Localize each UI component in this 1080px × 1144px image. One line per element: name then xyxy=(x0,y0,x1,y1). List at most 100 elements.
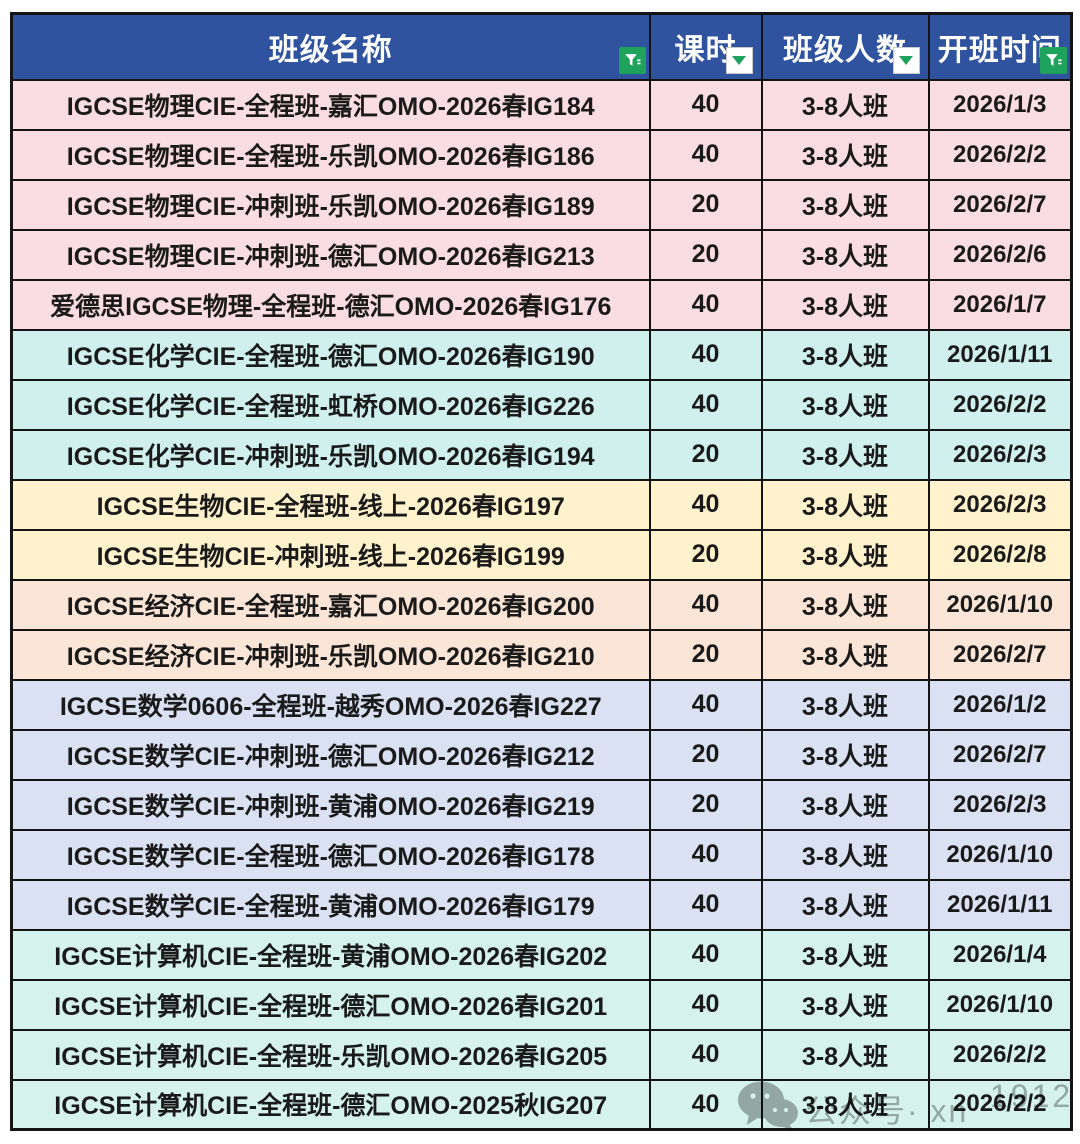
class-name-cell: IGCSE生物CIE-全程班-线上-2026春IG197 xyxy=(10,478,651,531)
table-row[interactable]: IGCSE化学CIE-全程班-德汇OMO-2026春IG190 40 3-8人班… xyxy=(10,328,1073,381)
class-size-cell: 3-8人班 xyxy=(760,578,930,631)
class-name-cell: IGCSE计算机CIE-全程班-黄浦OMO-2026春IG202 xyxy=(10,928,651,981)
hours-cell: 20 xyxy=(648,178,763,231)
class-name-cell: IGCSE计算机CIE-全程班-德汇OMO-2026春IG201 xyxy=(10,978,651,1031)
class-name-filter-button[interactable] xyxy=(618,46,646,74)
hours-cell: 40 xyxy=(648,828,763,881)
table-row[interactable]: IGCSE数学CIE-全程班-德汇OMO-2026春IG178 40 3-8人班… xyxy=(10,828,1073,881)
table-row[interactable]: IGCSE数学CIE-全程班-黄浦OMO-2026春IG179 40 3-8人班… xyxy=(10,878,1073,931)
hours-cell: 40 xyxy=(648,578,763,631)
hours-cell: 40 xyxy=(648,78,763,131)
header-start-date: 开班时间 xyxy=(927,12,1073,81)
table-header: 班级名称 课时 班级人数 xyxy=(10,12,1073,81)
table-row[interactable]: IGCSE计算机CIE-全程班-德汇OMO-2025秋IG207 40 3-8人… xyxy=(10,1078,1073,1131)
start-date-cell: 2026/2/2 xyxy=(927,1028,1073,1081)
hours-cell: 40 xyxy=(648,1028,763,1081)
class-name-cell: IGCSE化学CIE-全程班-德汇OMO-2026春IG190 xyxy=(10,328,651,381)
table-row[interactable]: IGCSE生物CIE-冲刺班-线上-2026春IG199 20 3-8人班 20… xyxy=(10,528,1073,581)
class-size-cell: 3-8人班 xyxy=(760,528,930,581)
dropdown-arrow-icon xyxy=(732,55,746,65)
hours-cell: 40 xyxy=(648,1078,763,1131)
start-date-cell: 2026/2/7 xyxy=(927,628,1073,681)
class-size-cell: 3-8人班 xyxy=(760,978,930,1031)
hours-cell: 40 xyxy=(648,328,763,381)
table-row[interactable]: IGCSE经济CIE-全程班-嘉汇OMO-2026春IG200 40 3-8人班… xyxy=(10,578,1073,631)
class-name-cell: IGCSE经济CIE-全程班-嘉汇OMO-2026春IG200 xyxy=(10,578,651,631)
table-row[interactable]: IGCSE化学CIE-全程班-虹桥OMO-2026春IG226 40 3-8人班… xyxy=(10,378,1073,431)
start-date-cell: 2026/1/10 xyxy=(927,978,1073,1031)
hours-cell: 40 xyxy=(648,378,763,431)
header-hours-label: 课时 xyxy=(674,33,737,67)
class-name-cell: IGCSE生物CIE-冲刺班-线上-2026春IG199 xyxy=(10,528,651,581)
table-row[interactable]: IGCSE计算机CIE-全程班-黄浦OMO-2026春IG202 40 3-8人… xyxy=(10,928,1073,981)
class-size-cell: 3-8人班 xyxy=(760,828,930,881)
start-date-filter-button[interactable] xyxy=(1040,46,1067,74)
table-row[interactable]: IGCSE数学CIE-冲刺班-黄浦OMO-2026春IG219 20 3-8人班… xyxy=(10,778,1073,831)
table-row[interactable]: IGCSE化学CIE-冲刺班-乐凯OMO-2026春IG194 20 3-8人班… xyxy=(10,428,1073,481)
class-name-cell: IGCSE数学CIE-冲刺班-德汇OMO-2026春IG212 xyxy=(10,728,651,781)
class-name-cell: IGCSE化学CIE-冲刺班-乐凯OMO-2026春IG194 xyxy=(10,428,651,481)
table-row[interactable]: IGCSE数学0606-全程班-越秀OMO-2026春IG227 40 3-8人… xyxy=(10,678,1073,731)
table-row[interactable]: IGCSE生物CIE-全程班-线上-2026春IG197 40 3-8人班 20… xyxy=(10,478,1073,531)
start-date-cell: 2026/1/10 xyxy=(927,828,1073,881)
header-row: 班级名称 课时 班级人数 xyxy=(10,12,1073,81)
class-size-cell: 3-8人班 xyxy=(760,328,930,381)
class-schedule-table: 班级名称 课时 班级人数 xyxy=(10,12,1073,1131)
table-row[interactable]: IGCSE数学CIE-冲刺班-德汇OMO-2026春IG212 20 3-8人班… xyxy=(10,728,1073,781)
header-class-name-label: 班级名称 xyxy=(268,33,393,67)
class-name-cell: IGCSE数学CIE-全程班-黄浦OMO-2026春IG179 xyxy=(10,878,651,931)
class-name-cell: 爱德思IGCSE物理-全程班-德汇OMO-2026春IG176 xyxy=(10,278,651,331)
class-name-cell: IGCSE计算机CIE-全程班-乐凯OMO-2026春IG205 xyxy=(10,1028,651,1081)
class-size-cell: 3-8人班 xyxy=(760,478,930,531)
class-size-cell: 3-8人班 xyxy=(760,1028,930,1081)
start-date-cell: 2026/2/6 xyxy=(927,228,1073,281)
class-name-cell: IGCSE化学CIE-全程班-虹桥OMO-2026春IG226 xyxy=(10,378,651,431)
table-row[interactable]: IGCSE物理CIE-冲刺班-乐凯OMO-2026春IG189 20 3-8人班… xyxy=(10,178,1073,231)
header-class-name: 班级名称 xyxy=(10,12,651,81)
hours-cell: 20 xyxy=(648,428,763,481)
start-date-cell: 2026/1/10 xyxy=(927,578,1073,631)
class-size-cell: 3-8人班 xyxy=(760,1078,930,1131)
class-size-cell: 3-8人班 xyxy=(760,128,930,181)
start-date-cell: 2026/1/3 xyxy=(927,78,1073,131)
class-size-cell: 3-8人班 xyxy=(760,778,930,831)
hours-cell: 20 xyxy=(648,728,763,781)
table-row[interactable]: 爱德思IGCSE物理-全程班-德汇OMO-2026春IG176 40 3-8人班… xyxy=(10,278,1073,331)
start-date-cell: 2026/1/7 xyxy=(927,278,1073,331)
start-date-cell: 2026/1/11 xyxy=(927,328,1073,381)
class-name-cell: IGCSE物理CIE-全程班-嘉汇OMO-2026春IG184 xyxy=(10,78,651,131)
start-date-cell: 2026/2/3 xyxy=(927,428,1073,481)
class-name-cell: IGCSE数学0606-全程班-越秀OMO-2026春IG227 xyxy=(10,678,651,731)
table-row[interactable]: IGCSE计算机CIE-全程班-德汇OMO-2026春IG201 40 3-8人… xyxy=(10,978,1073,1031)
start-date-cell: 2026/2/2 xyxy=(927,1078,1073,1131)
table-row[interactable]: IGCSE物理CIE-全程班-嘉汇OMO-2026春IG184 40 3-8人班… xyxy=(10,78,1073,131)
class-size-dropdown-button[interactable] xyxy=(892,46,920,74)
hours-cell: 40 xyxy=(648,478,763,531)
class-size-cell: 3-8人班 xyxy=(760,78,930,131)
start-date-cell: 2026/1/2 xyxy=(927,678,1073,731)
class-size-cell: 3-8人班 xyxy=(760,628,930,681)
hours-cell: 40 xyxy=(648,278,763,331)
start-date-cell: 2026/2/2 xyxy=(927,128,1073,181)
class-size-cell: 3-8人班 xyxy=(760,878,930,931)
hours-cell: 40 xyxy=(648,128,763,181)
class-size-cell: 3-8人班 xyxy=(760,678,930,731)
class-size-cell: 3-8人班 xyxy=(760,178,930,231)
class-size-cell: 3-8人班 xyxy=(760,728,930,781)
table-row[interactable]: IGCSE物理CIE-全程班-乐凯OMO-2026春IG186 40 3-8人班… xyxy=(10,128,1073,181)
class-name-cell: IGCSE物理CIE-全程班-乐凯OMO-2026春IG186 xyxy=(10,128,651,181)
start-date-cell: 2026/2/7 xyxy=(927,728,1073,781)
hours-cell: 40 xyxy=(648,978,763,1031)
funnel-filter-icon xyxy=(1046,53,1062,66)
table-row[interactable]: IGCSE物理CIE-冲刺班-德汇OMO-2026春IG213 20 3-8人班… xyxy=(10,228,1073,281)
hours-cell: 20 xyxy=(648,628,763,681)
header-class-size-label: 班级人数 xyxy=(783,33,907,67)
table-row[interactable]: IGCSE计算机CIE-全程班-乐凯OMO-2026春IG205 40 3-8人… xyxy=(10,1028,1073,1081)
hours-dropdown-button[interactable] xyxy=(725,46,753,74)
start-date-cell: 2026/2/3 xyxy=(927,778,1073,831)
class-size-cell: 3-8人班 xyxy=(760,428,930,481)
header-class-size: 班级人数 xyxy=(760,12,930,81)
hours-cell: 40 xyxy=(648,678,763,731)
class-name-cell: IGCSE物理CIE-冲刺班-乐凯OMO-2026春IG189 xyxy=(10,178,651,231)
table-row[interactable]: IGCSE经济CIE-冲刺班-乐凯OMO-2026春IG210 20 3-8人班… xyxy=(10,628,1073,681)
